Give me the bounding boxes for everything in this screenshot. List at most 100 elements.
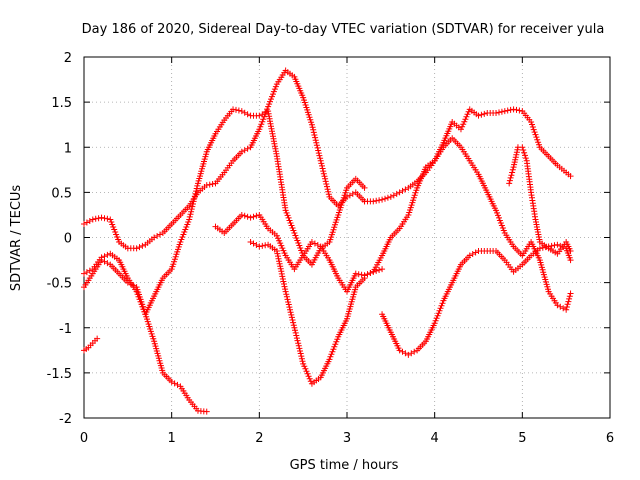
data-point-fill <box>487 248 497 254</box>
data-point <box>89 216 96 223</box>
data-point-fill <box>301 363 314 385</box>
data-point-fill <box>292 327 306 365</box>
data-point-fill <box>214 225 226 235</box>
data-point-fill <box>118 240 129 250</box>
data-point-fill <box>250 112 260 119</box>
data-point-fill <box>161 371 173 384</box>
data-point <box>506 180 513 187</box>
data-point-fill <box>117 272 130 284</box>
data-point-fill <box>248 128 262 148</box>
data-point-fill <box>101 258 111 267</box>
x-tick-label: 6 <box>606 431 614 446</box>
data-point <box>291 229 298 236</box>
data-point <box>396 189 403 196</box>
data-point-fill <box>478 248 488 254</box>
series-track-d <box>361 135 574 313</box>
data-point <box>238 148 245 155</box>
data-point-fill <box>556 164 567 174</box>
data-point <box>203 182 210 189</box>
data-point-fill <box>494 209 507 234</box>
chart-title: Day 186 of 2020, Sidereal Day-to-day VTE… <box>82 22 605 37</box>
data-point-fill <box>267 227 278 237</box>
data-point-fill <box>233 106 242 114</box>
data-point-fill <box>468 160 480 176</box>
data-point-fill <box>533 219 543 243</box>
data-point-fill <box>415 166 428 189</box>
data-point-fill <box>451 137 463 149</box>
data-point-fill <box>520 147 529 162</box>
data-point-fill <box>415 340 428 352</box>
data-point-fill <box>318 160 332 198</box>
data-point <box>567 248 574 255</box>
data-point-fill <box>528 192 538 220</box>
data-point-fill <box>450 263 463 284</box>
data-point-fill <box>250 212 260 220</box>
data-point-fill <box>109 263 121 275</box>
data-point-fill <box>382 194 391 202</box>
data-point <box>379 196 386 203</box>
data-point-fill <box>206 181 216 188</box>
data-point-fill <box>407 180 418 190</box>
data-point <box>247 214 254 221</box>
data-point-fill <box>371 254 384 273</box>
data-point <box>124 279 131 286</box>
data-point-fill <box>380 236 393 257</box>
data-point-fill <box>512 245 524 257</box>
series-track-i <box>506 144 574 257</box>
data-point <box>107 216 114 223</box>
data-point-fill <box>408 348 418 357</box>
data-point-fill <box>152 277 165 297</box>
data-point <box>536 245 543 252</box>
data-point <box>238 108 245 115</box>
data-point <box>81 270 87 277</box>
data-point-fill <box>301 97 315 126</box>
data-point-fill <box>151 340 166 374</box>
data-point-fill <box>539 240 550 250</box>
data-point-fill <box>92 215 102 222</box>
data-point-fill <box>511 146 521 168</box>
data-point-fill <box>283 291 297 329</box>
data-point-fill <box>432 300 446 324</box>
data-point-fill <box>231 150 243 162</box>
data-point-fill <box>267 243 278 253</box>
grid <box>84 57 610 418</box>
data-point-fill <box>380 313 393 333</box>
series-track-g <box>247 239 368 387</box>
series-track-h <box>379 241 574 358</box>
data-point <box>273 232 280 239</box>
data-point-fill <box>186 182 201 220</box>
data-point-fill <box>223 108 235 121</box>
data-point-fill <box>503 259 515 273</box>
data-point <box>317 157 324 164</box>
data-point-fill <box>309 124 324 162</box>
data-point-fill <box>178 385 191 401</box>
data-point-fill <box>318 358 332 379</box>
data-point <box>352 270 359 277</box>
data-point <box>501 108 508 115</box>
data-point <box>273 248 280 255</box>
data-point <box>256 112 263 119</box>
data-point-fill <box>512 263 524 273</box>
data-point-fill <box>284 69 296 79</box>
data-point-fill <box>547 155 559 167</box>
data-point <box>475 112 482 119</box>
data-point-fill <box>373 267 383 274</box>
data-point-fill <box>195 151 210 184</box>
data-point-fill <box>547 290 559 306</box>
data-point <box>230 106 237 113</box>
data-point <box>256 243 263 250</box>
data-point <box>308 121 315 128</box>
data-point <box>510 106 517 113</box>
data-point <box>493 109 500 116</box>
data-point-fill <box>101 215 111 222</box>
data-point <box>567 290 574 297</box>
data-point-fill <box>547 246 559 256</box>
data-point-fill <box>311 240 321 248</box>
data-point <box>510 164 517 171</box>
data-point-fill <box>364 270 374 278</box>
data-point-fill <box>399 186 409 194</box>
data-point-fill <box>389 227 401 239</box>
y-tick-label: 2 <box>64 51 72 66</box>
data-point-fill <box>259 242 269 249</box>
data-point-fill <box>346 190 356 199</box>
